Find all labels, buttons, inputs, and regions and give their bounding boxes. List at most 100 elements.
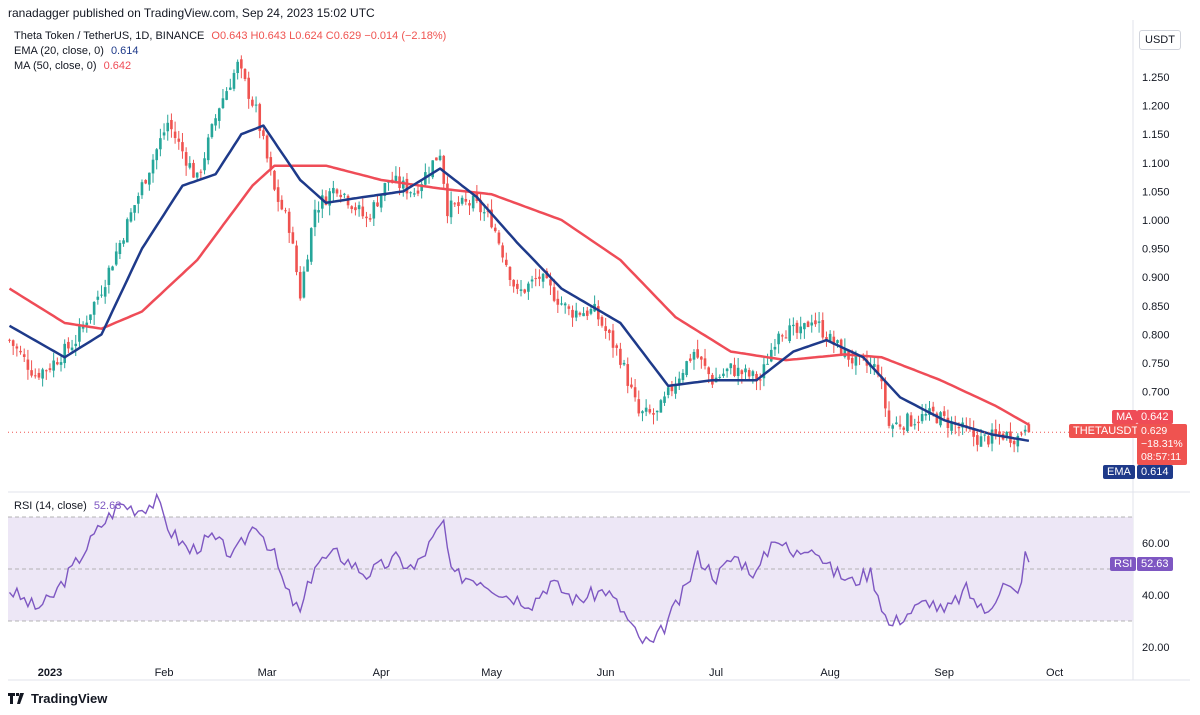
ma-legend-label: MA (50, close, 0): [14, 60, 97, 72]
candle-down: [1027, 424, 1031, 433]
candle-down: [468, 203, 471, 206]
candle-down: [784, 337, 788, 339]
candle-down: [368, 218, 372, 220]
candle-down: [335, 189, 339, 194]
candle-down: [516, 283, 519, 289]
candle-down: [243, 69, 247, 80]
candle-up: [1016, 435, 1020, 447]
candle-down: [814, 320, 817, 325]
candle-up: [162, 132, 166, 136]
candle-down: [1020, 433, 1023, 435]
candle-up: [950, 421, 953, 431]
ema-legend[interactable]: EMA (20, close, 0) 0.614: [14, 45, 138, 57]
price-tick-label: 0.800: [1142, 329, 1170, 341]
candle-up: [357, 205, 361, 210]
candle-up: [663, 396, 666, 403]
candle-down: [534, 278, 538, 280]
ema-legend-label: EMA (20, close, 0): [14, 45, 104, 57]
candle-down: [902, 427, 906, 430]
candle-down: [821, 320, 825, 338]
candle-up: [188, 163, 192, 168]
candle-down: [747, 370, 751, 377]
candle-down: [512, 279, 515, 287]
candle-up: [401, 180, 405, 189]
time-tick-label: 2023: [38, 667, 62, 679]
currency-selector[interactable]: USDT: [1139, 30, 1181, 50]
candle-up: [762, 364, 766, 379]
candle-up: [873, 364, 876, 367]
price-tick-label: 0.750: [1142, 358, 1170, 370]
candle-up: [920, 414, 924, 422]
candle-up: [52, 360, 55, 371]
candle-up: [100, 294, 103, 296]
time-tick-label: Jul: [709, 667, 723, 679]
candle-down: [597, 306, 600, 320]
candle-up: [736, 367, 740, 377]
candle-up: [979, 436, 983, 447]
candle-down: [556, 298, 560, 305]
candle-down: [251, 99, 254, 106]
candle-up: [895, 422, 898, 425]
candle-up: [792, 324, 795, 327]
candle-down: [8, 339, 11, 341]
candle-up: [677, 378, 681, 385]
candle-up: [70, 347, 74, 350]
candle-up: [409, 192, 412, 194]
candle-down: [696, 349, 699, 358]
candle-up: [913, 424, 917, 426]
candle-up: [563, 303, 567, 306]
candle-up: [644, 407, 648, 412]
candle-up: [681, 372, 685, 381]
candle-down: [453, 203, 457, 205]
candle-up: [773, 346, 777, 350]
symbol-legend[interactable]: Theta Token / TetherUS, 1D, BINANCE O0.6…: [14, 30, 446, 42]
candle-up: [41, 369, 44, 379]
candle-up: [582, 313, 585, 317]
rsi-legend-label: RSI (14, close): [14, 500, 87, 512]
candle-down: [898, 424, 902, 427]
candle-down: [552, 287, 556, 301]
candle-down: [832, 336, 836, 345]
time-tick-label: Apr: [373, 667, 390, 679]
candle-up: [92, 301, 96, 315]
candle-down: [247, 77, 250, 99]
candle-down: [435, 157, 438, 161]
ma-legend[interactable]: MA (50, close, 0) 0.642: [14, 60, 131, 72]
candle-down: [611, 330, 615, 348]
candle-up: [343, 193, 346, 195]
candle-up: [718, 376, 722, 378]
ohlc-values: O0.643 H0.643 L0.624 C0.629 −0.014 (−2.1…: [211, 30, 447, 42]
candle-down: [464, 198, 468, 202]
candle-up: [803, 323, 806, 330]
symbol-tag-name: THETAUSDT: [1069, 424, 1143, 438]
candle-down: [637, 399, 641, 414]
candle-up: [788, 325, 791, 341]
candle-down: [998, 431, 1001, 435]
candle-up: [666, 387, 670, 395]
candle-down: [806, 321, 810, 328]
rsi-legend[interactable]: RSI (14, close) 52.63: [14, 500, 121, 512]
rsi-tick-label: 20.00: [1142, 642, 1170, 654]
candle-down: [850, 357, 854, 364]
candle-up: [983, 434, 986, 436]
rsi-tag-name: RSI: [1110, 557, 1137, 571]
candle-down: [37, 372, 41, 378]
price-tick-label: 1.250: [1142, 72, 1170, 84]
candle-down: [508, 266, 512, 280]
candle-down: [633, 387, 637, 398]
candle-down: [479, 199, 482, 213]
candle-down: [946, 417, 950, 428]
candle-down: [585, 310, 589, 316]
price-change: −18.31%: [1141, 438, 1183, 450]
candle-down: [703, 358, 707, 366]
tradingview-logo[interactable]: TradingView: [8, 691, 107, 706]
price-pane[interactable]: [8, 0, 1133, 492]
candle-down: [740, 370, 744, 375]
candle-up: [854, 355, 858, 366]
candle-up: [655, 410, 659, 413]
candle-up: [236, 61, 239, 74]
time-tick-label: Aug: [820, 667, 840, 679]
candle-up: [777, 333, 780, 345]
candle-up: [140, 182, 144, 196]
